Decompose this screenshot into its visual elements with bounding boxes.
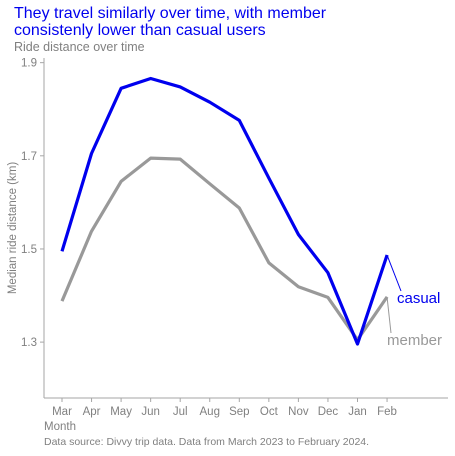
x-tick-label: Oct: [260, 406, 279, 418]
series-line-member: [60, 156, 389, 342]
x-axis-title: Month: [44, 421, 76, 433]
x-tick-label: Sep: [229, 406, 249, 418]
x-tick-label: Apr: [83, 406, 101, 418]
x-tick-label: Jun: [141, 406, 160, 418]
x-tick-label: Dec: [318, 406, 339, 418]
x-tick-label: Jul: [173, 406, 188, 418]
y-tick-label: 1.3: [21, 337, 37, 349]
y-axis-title: Median ride distance (km): [7, 162, 19, 294]
chart-caption: Data source: Divvy trip data. Data from …: [44, 436, 369, 448]
chart-title-line-2: consistenly lower than casual users: [14, 22, 266, 39]
x-tick-label: Feb: [377, 406, 397, 418]
plot-area: 1.3 1.5 1.7 1.9 Mar Apr May Jun Jul Aug Sep Oct Nov D…: [7, 58, 448, 418]
series-label-leader-member: [386, 296, 392, 334]
series-label-leader-casual: [386, 254, 402, 292]
chart-subtitle: Ride distance over time: [14, 40, 145, 54]
x-tick-label: May: [110, 406, 132, 418]
x-tick-label: Jan: [348, 406, 367, 418]
series-line-casual: [60, 76, 389, 346]
y-tick-label: 1.5: [21, 244, 37, 256]
x-tick-label: Mar: [52, 406, 72, 418]
y-tick-label: 1.9: [21, 58, 37, 70]
chart-title-line-1: They travel similarly over time, with me…: [14, 5, 327, 22]
x-tick-label: Aug: [200, 406, 220, 418]
y-tick-label: 1.7: [21, 151, 37, 163]
x-tick-label: Nov: [288, 406, 309, 418]
series-label-casual: casual: [397, 290, 440, 307]
series-label-member: member: [387, 332, 442, 349]
